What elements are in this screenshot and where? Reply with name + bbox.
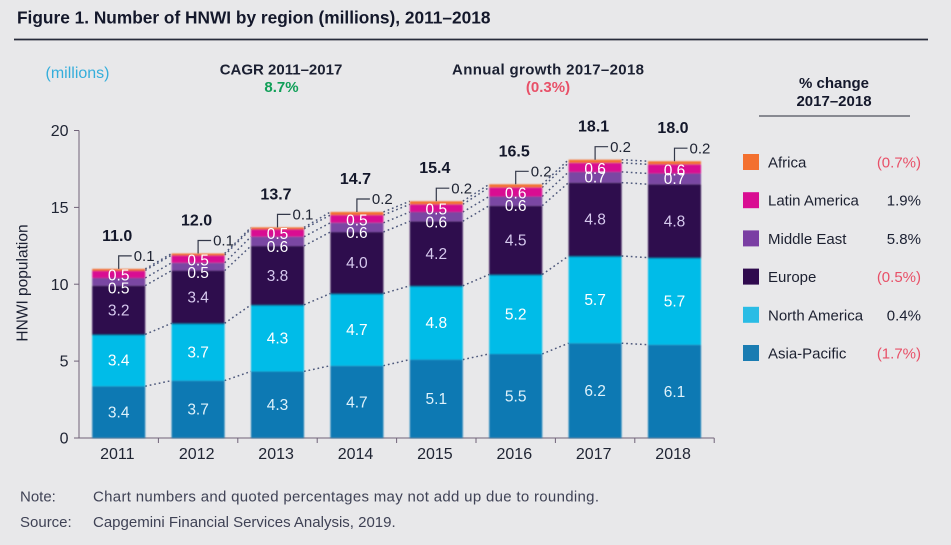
- svg-text:HNWI population: HNWI population: [15, 224, 32, 341]
- svg-text:(0.3%): (0.3%): [526, 79, 570, 96]
- svg-text:12.0: 12.0: [181, 213, 212, 230]
- svg-text:Latin America: Latin America: [768, 193, 860, 210]
- svg-text:Africa: Africa: [768, 155, 807, 172]
- svg-text:16.5: 16.5: [499, 143, 530, 160]
- svg-text:4.3: 4.3: [267, 397, 289, 414]
- svg-text:5.7: 5.7: [584, 292, 606, 309]
- svg-text:(millions): (millions): [46, 65, 110, 82]
- svg-text:4.8: 4.8: [584, 212, 606, 229]
- svg-text:Figure 1. Number of HNWI by re: Figure 1. Number of HNWI by region (mill…: [17, 8, 491, 28]
- svg-text:5.8%: 5.8%: [887, 231, 921, 248]
- svg-text:0.2: 0.2: [451, 180, 472, 197]
- svg-text:3.4: 3.4: [108, 405, 130, 422]
- svg-text:0.6: 0.6: [505, 198, 527, 215]
- svg-text:6.2: 6.2: [584, 383, 606, 400]
- svg-text:0.6: 0.6: [505, 185, 527, 202]
- svg-text:Source:: Source:: [20, 514, 72, 531]
- svg-text:2014: 2014: [338, 446, 374, 463]
- svg-text:0.2: 0.2: [690, 140, 711, 157]
- svg-text:0.6: 0.6: [664, 162, 686, 179]
- svg-text:4.2: 4.2: [426, 246, 448, 263]
- svg-text:4.8: 4.8: [426, 315, 448, 332]
- svg-text:8.7%: 8.7%: [264, 79, 298, 96]
- svg-text:6.1: 6.1: [664, 384, 686, 401]
- svg-text:18.1: 18.1: [578, 119, 609, 136]
- svg-text:3.4: 3.4: [187, 289, 209, 306]
- svg-text:3.7: 3.7: [187, 344, 209, 361]
- svg-text:2016: 2016: [497, 446, 533, 463]
- svg-text:0: 0: [60, 431, 69, 448]
- svg-text:0.5: 0.5: [426, 202, 448, 219]
- svg-text:0.6: 0.6: [267, 239, 289, 256]
- svg-text:0.5: 0.5: [267, 226, 289, 243]
- svg-text:4.7: 4.7: [346, 322, 368, 339]
- svg-text:18.0: 18.0: [657, 120, 688, 137]
- svg-text:0.7: 0.7: [584, 170, 606, 187]
- svg-text:0.1: 0.1: [134, 248, 155, 265]
- svg-text:Annual growth 2017–2018: Annual growth 2017–2018: [452, 62, 644, 79]
- svg-text:4.7: 4.7: [346, 394, 368, 411]
- svg-text:15: 15: [51, 200, 69, 217]
- svg-text:0.2: 0.2: [372, 191, 393, 208]
- svg-text:2018: 2018: [655, 446, 691, 463]
- svg-text:5.7: 5.7: [664, 294, 686, 311]
- svg-text:Chart numbers and quoted perce: Chart numbers and quoted percentages may…: [93, 489, 599, 506]
- svg-text:13.7: 13.7: [260, 186, 291, 203]
- svg-text:5: 5: [60, 354, 69, 371]
- svg-text:2017–2018: 2017–2018: [796, 93, 871, 110]
- svg-text:3.2: 3.2: [108, 302, 130, 319]
- svg-text:2011: 2011: [100, 446, 135, 463]
- svg-text:5.1: 5.1: [426, 391, 448, 408]
- svg-text:15.4: 15.4: [419, 160, 450, 177]
- svg-text:North America: North America: [768, 307, 864, 324]
- svg-text:Asia-Pacific: Asia-Pacific: [768, 346, 847, 363]
- svg-text:3.7: 3.7: [187, 402, 209, 419]
- svg-text:4.3: 4.3: [267, 331, 289, 348]
- svg-text:(0.5%): (0.5%): [877, 269, 921, 286]
- svg-text:0.1: 0.1: [293, 207, 314, 224]
- svg-text:% change: % change: [799, 75, 869, 92]
- svg-text:5.5: 5.5: [505, 388, 527, 405]
- svg-text:0.6: 0.6: [346, 225, 368, 242]
- svg-text:(1.7%): (1.7%): [877, 346, 921, 363]
- svg-text:0.6: 0.6: [584, 161, 606, 178]
- svg-text:2015: 2015: [417, 446, 453, 463]
- svg-text:CAGR 2011–2017: CAGR 2011–2017: [220, 62, 343, 79]
- svg-text:10: 10: [51, 277, 69, 294]
- svg-text:(0.7%): (0.7%): [877, 155, 921, 172]
- svg-text:2017: 2017: [576, 446, 612, 463]
- svg-text:4.0: 4.0: [346, 255, 368, 272]
- svg-text:14.7: 14.7: [340, 171, 371, 188]
- svg-text:0.4%: 0.4%: [887, 307, 921, 324]
- svg-text:4.5: 4.5: [505, 233, 527, 250]
- svg-text:0.5: 0.5: [108, 280, 130, 297]
- svg-text:Europe: Europe: [768, 269, 816, 286]
- svg-text:Note:: Note:: [20, 489, 56, 506]
- svg-text:0.5: 0.5: [187, 252, 209, 269]
- svg-text:0.2: 0.2: [531, 164, 552, 181]
- svg-text:Capgemini Financial Services A: Capgemini Financial Services Analysis, 2…: [93, 514, 396, 531]
- svg-text:0.2: 0.2: [610, 139, 631, 156]
- svg-text:4.8: 4.8: [664, 213, 686, 230]
- svg-text:3.4: 3.4: [108, 353, 130, 370]
- svg-text:Middle East: Middle East: [768, 231, 847, 248]
- svg-text:5.2: 5.2: [505, 307, 527, 324]
- svg-text:0.5: 0.5: [187, 265, 209, 282]
- svg-text:20: 20: [51, 123, 69, 140]
- svg-text:0.6: 0.6: [426, 214, 448, 231]
- svg-text:3.8: 3.8: [267, 268, 289, 285]
- svg-text:2013: 2013: [258, 446, 294, 463]
- svg-text:0.1: 0.1: [213, 233, 234, 250]
- svg-text:2012: 2012: [179, 446, 215, 463]
- svg-text:1.9%: 1.9%: [887, 193, 921, 210]
- svg-text:11.0: 11.0: [102, 228, 132, 245]
- svg-text:0.5: 0.5: [346, 212, 368, 229]
- svg-text:0.5: 0.5: [108, 268, 130, 285]
- svg-text:0.7: 0.7: [664, 171, 686, 188]
